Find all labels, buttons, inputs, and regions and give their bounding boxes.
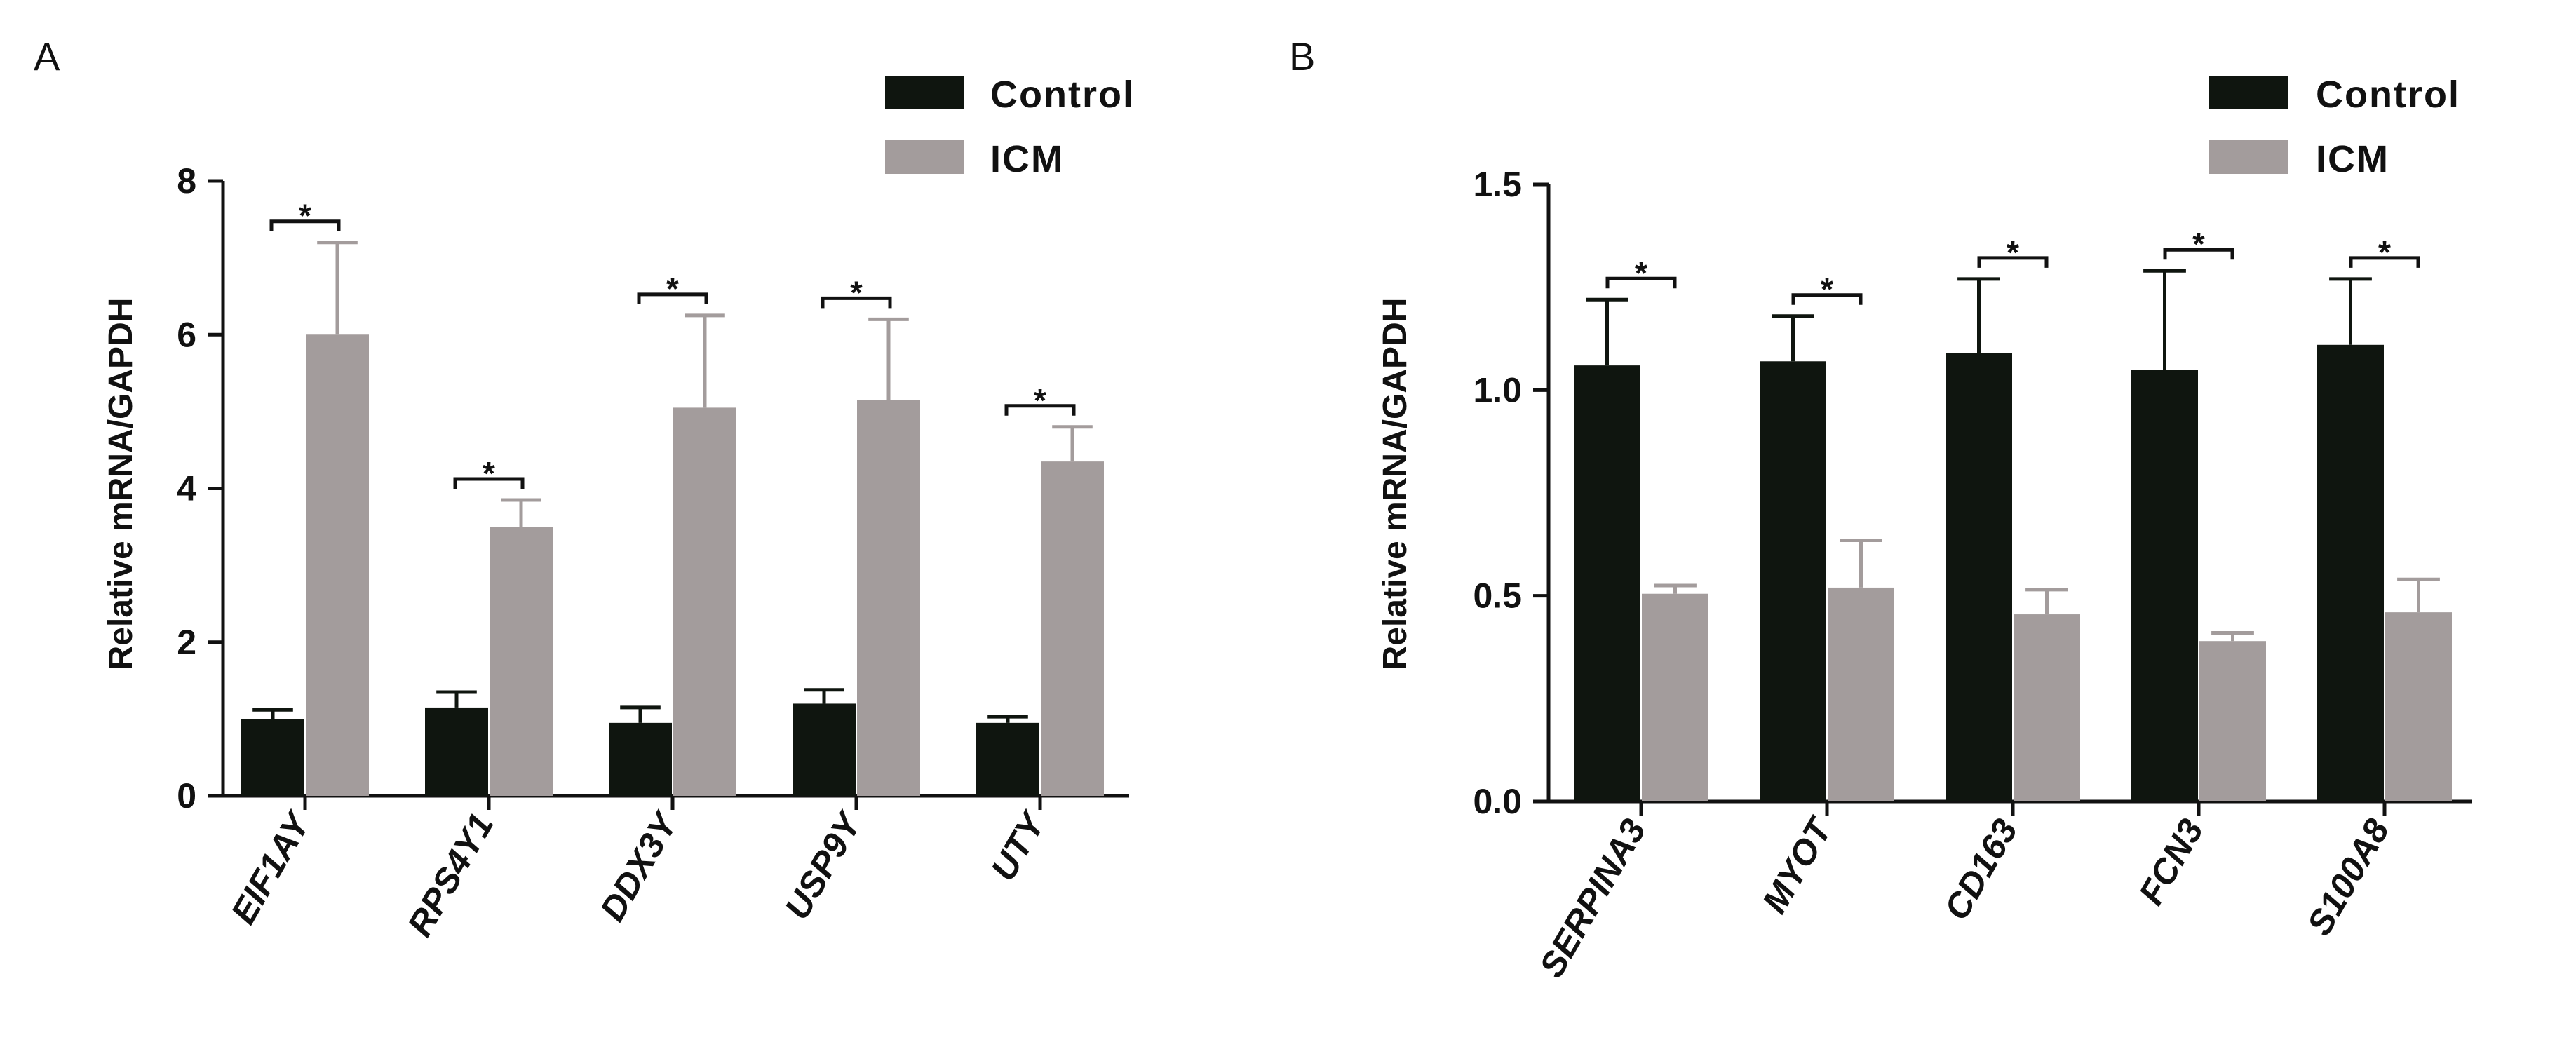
y-tick-label: 0.5	[1473, 576, 1522, 616]
significance-label: *	[666, 271, 679, 307]
bar-icm-myot	[1828, 587, 1894, 801]
bar-control-myot	[1760, 361, 1826, 801]
legend-label-control: Control	[990, 74, 1135, 116]
legend-swatch-icm	[2209, 140, 2288, 174]
y-tick-label: 4	[177, 469, 196, 508]
bar-icm-uty	[1041, 461, 1104, 796]
panel-b: B Control ICM Relative mRNA/GAPDH 0.0 0.5…	[1289, 34, 2472, 984]
y-axis-label-b: Relative mRNA/GAPDH	[1377, 298, 1414, 670]
y-tick-label: 8	[177, 161, 196, 201]
bar-icm-ddx3y	[673, 407, 736, 796]
legend-swatch-control	[885, 76, 964, 109]
y-axis-label-a: Relative mRNA/GAPDH	[102, 298, 140, 670]
significance-bracket	[1791, 293, 1863, 305]
bar-icm-s100a8	[2385, 612, 2452, 801]
bar-icm-usp9y	[857, 400, 920, 796]
x-tick-label: DDX3Y	[593, 804, 687, 927]
y-tick-label: 1.0	[1473, 370, 1522, 410]
bar-icm-fcn3	[2199, 641, 2266, 801]
bar-control-serpina3	[1574, 365, 1640, 801]
bar-control-s100a8	[2317, 344, 2384, 801]
significance-label: *	[2192, 226, 2205, 262]
bar-control-cd163	[1946, 353, 2012, 801]
y-tick-label: 1.5	[1473, 165, 1522, 204]
panel-label-a: A	[34, 34, 60, 79]
bar-control-eif1ay	[241, 719, 304, 796]
x-tick-label: S100A8	[2300, 812, 2397, 942]
significance-label: *	[2378, 234, 2391, 271]
x-tick-label: USP9Y	[777, 804, 870, 926]
significance-label: *	[299, 198, 311, 234]
bar-control-ddx3y	[609, 722, 672, 796]
legend-label-icm: ICM	[2316, 138, 2389, 180]
legend-label-icm: ICM	[990, 138, 1064, 180]
bar-control-usp9y	[793, 703, 856, 796]
bar-control-rps4y1	[425, 707, 488, 796]
legend-swatch-icm	[885, 140, 964, 174]
y-tick-label: 6	[177, 315, 196, 354]
significance-bracket	[821, 296, 892, 309]
significance-bracket	[453, 477, 525, 489]
significance-bracket	[2349, 256, 2420, 268]
y-tick-label: 0	[177, 776, 196, 816]
bar-control-uty	[976, 722, 1039, 796]
x-tick-label: CD163	[1936, 812, 2025, 926]
panel-a: A Control ICM Relative mRNA/GAPDH 0 2 4 6 8 *…	[34, 34, 1135, 943]
significance-label: *	[2007, 234, 2019, 271]
legend-label-control: Control	[2316, 74, 2460, 116]
x-tick-label: EIF1AY	[223, 804, 318, 930]
significance-label: *	[483, 455, 495, 492]
significance-bracket	[1977, 256, 2049, 268]
legend-b: Control ICM	[2209, 74, 2460, 180]
x-tick-label: UTY	[983, 804, 1054, 887]
x-tick-label: FCN3	[2131, 812, 2211, 911]
significance-bracket	[637, 292, 708, 304]
bar-icm-eif1ay	[306, 334, 369, 796]
y-tick-label: 2	[177, 623, 196, 662]
bar-control-fcn3	[2131, 370, 2198, 801]
panel-label-b: B	[1289, 34, 1315, 79]
legend-a: Control ICM	[885, 74, 1135, 180]
significance-label: *	[1034, 382, 1046, 419]
legend-swatch-control	[2209, 76, 2288, 109]
y-tick-label: 0.0	[1473, 782, 1522, 821]
significance-bracket	[2163, 248, 2234, 260]
bar-icm-cd163	[2014, 614, 2080, 801]
significance-label: *	[1635, 255, 1647, 291]
bar-icm-serpina3	[1642, 593, 1708, 801]
x-tick-label: SERPINA3	[1532, 812, 1654, 984]
significance-bracket	[1605, 276, 1677, 289]
x-tick-label: RPS4Y1	[400, 807, 501, 943]
significance-label: *	[1821, 271, 1833, 308]
significance-bracket	[269, 219, 341, 231]
bar-icm-rps4y1	[490, 527, 553, 796]
significance-bracket	[1004, 404, 1076, 416]
x-tick-label: MYOT	[1755, 810, 1841, 920]
significance-label: *	[850, 274, 863, 311]
